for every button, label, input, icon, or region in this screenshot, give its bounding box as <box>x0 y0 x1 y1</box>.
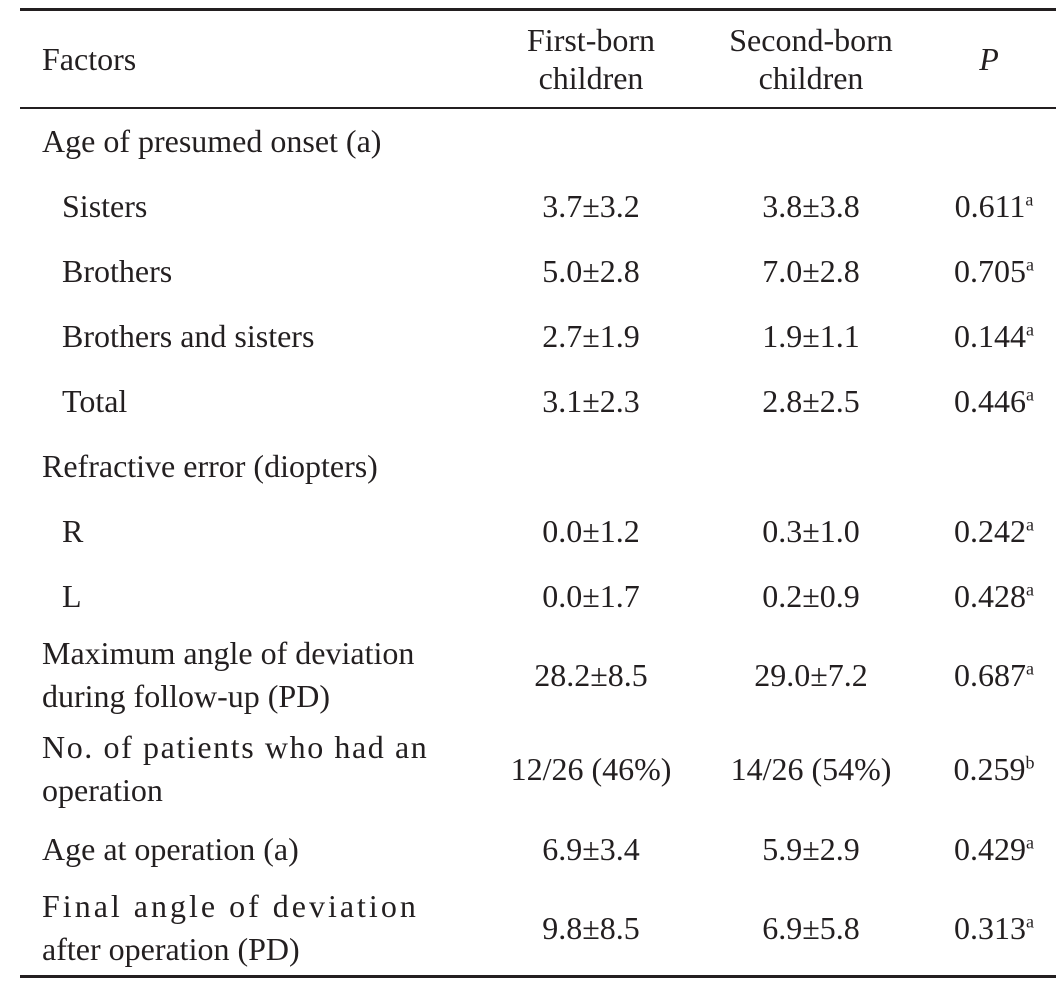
cell-first-born: 0.0±1.2 <box>542 512 640 549</box>
cell-second-born: 5.9±2.9 <box>762 830 860 867</box>
p-value-footnote: b <box>1025 752 1035 773</box>
cell-first-born: 9.8±8.5 <box>542 910 640 946</box>
cell-first-born: 3.1±2.3 <box>542 382 640 419</box>
table-header-row: Factors First-born children Second-born … <box>20 9 1056 109</box>
table-row: Brothers 5.0±2.8 7.0±2.8 0.705a <box>20 238 1056 303</box>
cell-second-born: 6.9±5.8 <box>762 910 860 946</box>
p-value-text: 0.428 <box>954 577 1026 614</box>
table-row: Total 3.1±2.3 2.8±2.5 0.446a <box>20 368 1056 433</box>
cell-p-value: 0.429a <box>922 816 1056 881</box>
table-row: Sisters 3.7±3.2 3.8±3.8 0.611a <box>20 173 1056 238</box>
cell-p-value: 0.446a <box>922 368 1056 433</box>
row-label: Brothers <box>62 252 173 289</box>
row-label-line1: Maximum angle of deviation <box>42 635 415 671</box>
cell-second-born: 3.8±3.8 <box>762 187 860 224</box>
table-row: Final angle of deviation after operation… <box>20 881 1056 977</box>
cell-first-born: 0.0±1.7 <box>542 577 640 614</box>
section-label-onset: Age of presumed onset (a) <box>42 123 382 159</box>
cell-p-value: 0.705a <box>922 238 1056 303</box>
cell-second-born: 14/26 (54%) <box>730 751 892 787</box>
cell-second-born: 1.9±1.1 <box>762 317 860 354</box>
p-value-footnote: a <box>1026 658 1034 679</box>
p-value-footnote: a <box>1026 513 1034 534</box>
cell-first-born: 5.0±2.8 <box>542 252 640 289</box>
data-table-container: Factors First-born children Second-born … <box>20 8 1056 978</box>
row-label: L <box>62 577 82 614</box>
p-value-text: 0.705 <box>954 252 1026 289</box>
cell-first-born: 28.2±8.5 <box>534 657 648 693</box>
header-first-born: First-born children <box>482 10 700 109</box>
header-factors: Factors <box>42 41 137 77</box>
row-label: Total <box>62 382 128 419</box>
table-row: L 0.0±1.7 0.2±0.9 0.428a <box>20 563 1056 628</box>
cell-p-value: 0.242a <box>922 498 1056 563</box>
p-value-text: 0.429 <box>954 830 1026 867</box>
row-label: Sisters <box>62 187 148 224</box>
cell-second-born: 29.0±7.2 <box>754 657 868 693</box>
header-second-born-line1: Second-born <box>729 22 893 58</box>
row-label-line2: during follow-up (PD) <box>42 678 330 714</box>
cell-p-value: 0.428a <box>922 563 1056 628</box>
header-second-born-line2: children <box>758 60 864 96</box>
p-value-footnote: a <box>1025 188 1034 209</box>
p-value-text: 0.687 <box>954 657 1026 693</box>
p-value-text: 0.446 <box>954 382 1026 419</box>
header-first-born-line2: children <box>538 60 644 96</box>
p-value-footnote: a <box>1026 253 1034 274</box>
comparison-table: Factors First-born children Second-born … <box>20 8 1056 978</box>
cell-second-born: 2.8±2.5 <box>762 382 860 419</box>
p-value-footnote: a <box>1026 318 1034 339</box>
table-row: No. of patients who had an operation 12/… <box>20 722 1056 816</box>
table-row: Maximum angle of deviation during follow… <box>20 628 1056 722</box>
cell-first-born: 3.7±3.2 <box>542 187 640 224</box>
p-value-text: 0.144 <box>954 317 1026 354</box>
cell-p-value: 0.313a <box>922 881 1056 977</box>
p-value-text: 0.313 <box>954 910 1026 946</box>
row-label-line2: after operation (PD) <box>42 931 300 967</box>
cell-first-born: 6.9±3.4 <box>542 830 640 867</box>
cell-p-value: 0.144a <box>922 303 1056 368</box>
p-value-text: 0.259 <box>953 751 1026 787</box>
p-value-text: 0.611 <box>954 187 1026 224</box>
row-label-line1: No. of patients who had an <box>42 729 429 765</box>
cell-second-born: 0.3±1.0 <box>762 512 860 549</box>
cell-p-value: 0.611a <box>922 173 1056 238</box>
cell-first-born: 12/26 (46%) <box>510 751 672 787</box>
row-label: Maximum angle of deviation during follow… <box>20 628 482 722</box>
table-row: R 0.0±1.2 0.3±1.0 0.242a <box>20 498 1056 563</box>
header-p-value: P <box>979 41 999 77</box>
p-value-footnote: a <box>1026 578 1034 599</box>
row-label-line2: operation <box>42 772 163 808</box>
p-value-footnote: a <box>1026 383 1034 404</box>
table-row: Age at operation (a) 6.9±3.4 5.9±2.9 0.4… <box>20 816 1056 881</box>
section-label-refractive: Refractive error (diopters) <box>42 447 378 484</box>
cell-second-born: 7.0±2.8 <box>762 252 860 289</box>
header-second-born: Second-born children <box>700 10 922 109</box>
row-label: R <box>62 512 84 549</box>
table-row-section-onset: Age of presumed onset (a) <box>20 108 1056 173</box>
cell-second-born: 0.2±0.9 <box>762 577 860 614</box>
row-label: Final angle of deviation after operation… <box>20 881 482 977</box>
cell-p-value: 0.687a <box>922 628 1056 722</box>
p-value-footnote: a <box>1026 911 1034 932</box>
header-first-born-line1: First-born <box>527 22 655 58</box>
table-row-section-refractive: Refractive error (diopters) <box>20 433 1056 498</box>
row-label: Brothers and sisters <box>62 317 315 354</box>
row-label: No. of patients who had an operation <box>20 722 482 816</box>
table-row: Brothers and sisters 2.7±1.9 1.9±1.1 0.1… <box>20 303 1056 368</box>
p-value-text: 0.242 <box>954 512 1026 549</box>
cell-first-born: 2.7±1.9 <box>542 317 640 354</box>
row-label-line1: Final angle of deviation <box>42 888 419 924</box>
cell-p-value: 0.259b <box>922 722 1056 816</box>
row-label: Age at operation (a) <box>42 830 299 867</box>
p-value-footnote: a <box>1026 831 1034 852</box>
